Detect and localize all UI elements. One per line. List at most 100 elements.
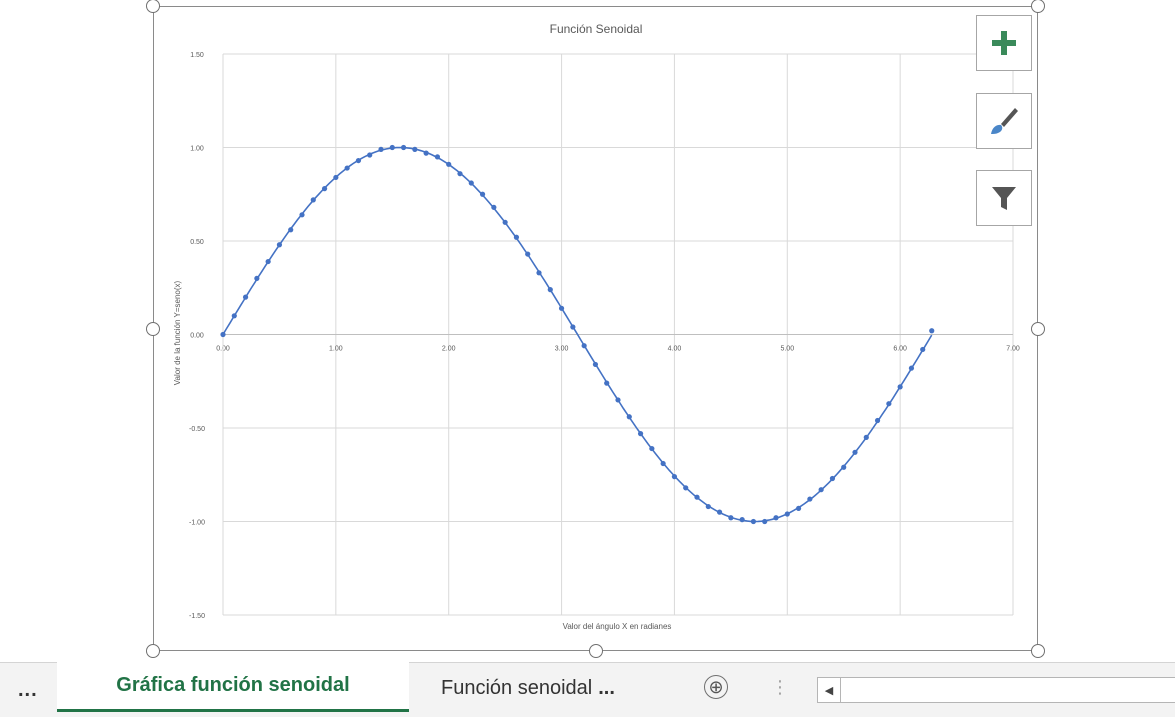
data-point [604, 380, 610, 386]
chart-plot: 1.501.000.500.00-0.50-1.00-1.500.001.002… [173, 22, 1020, 631]
y-tick-label: 1.50 [190, 52, 204, 59]
data-point [254, 275, 260, 281]
tab-grafica-funcion-senoidal[interactable]: Gráfica función senoidal [57, 662, 409, 712]
resize-handle-bottom-center[interactable] [589, 644, 603, 658]
data-point [592, 361, 599, 368]
data-point [908, 365, 915, 371]
data-point [412, 146, 418, 152]
y-tick-label: -1.50 [189, 613, 205, 620]
plus-circle-icon: ⊕ [708, 676, 724, 697]
y-tick-label: 1.00 [190, 146, 204, 153]
data-point [502, 219, 508, 225]
chart-text: Función Senoidal Valor del ángulo X en r… [173, 22, 671, 631]
data-point [231, 313, 237, 319]
data-point [626, 414, 632, 420]
data-point [558, 305, 565, 311]
x-tick-label: 1.00 [329, 346, 343, 353]
x-tick-label: 4.00 [668, 346, 682, 353]
tab-label: Función senoidal [441, 677, 593, 699]
x-tick-label: 2.00 [442, 346, 456, 353]
data-point [333, 174, 339, 181]
data-point [468, 180, 474, 186]
chart-styles-button[interactable] [976, 93, 1032, 149]
data-point [929, 328, 935, 334]
data-point [265, 258, 271, 265]
data-point [220, 331, 226, 338]
series-line [222, 146, 933, 523]
sheet-tab-bar: ... Gráfica función senoidal Función sen… [0, 662, 1175, 717]
data-point [344, 165, 350, 171]
tab-label-active: Gráfica función senoidal [116, 674, 350, 696]
resize-handle-top-right[interactable] [1031, 0, 1045, 13]
data-point [513, 234, 520, 240]
axes: 1.501.000.500.00-0.50-1.00-1.500.001.002… [189, 52, 1020, 620]
data-point [400, 144, 407, 151]
data-point [750, 518, 757, 525]
data-point [310, 197, 316, 203]
data-point [242, 294, 249, 300]
data-point [920, 346, 926, 353]
x-axis-title: Valor del ángulo X en radianes [563, 622, 672, 631]
data-point [762, 518, 768, 525]
chart-title: Función Senoidal [550, 22, 643, 36]
y-tick-label: 0.50 [190, 239, 204, 246]
data-point [479, 191, 486, 197]
data-point [581, 343, 587, 349]
data-point [897, 384, 903, 390]
resize-handle-top-left[interactable] [146, 0, 160, 13]
y-tick-label: -1.00 [189, 520, 205, 527]
data-point [829, 475, 836, 482]
tab-overflow-right[interactable]: ... [598, 677, 615, 699]
data-point [547, 287, 553, 293]
tab-funcion-senoidal[interactable]: Función senoidal... [441, 677, 615, 700]
tab-split-handle[interactable]: ⋮ [771, 677, 789, 697]
data-point [683, 485, 689, 491]
data-point [795, 505, 802, 512]
resize-handle-bottom-left[interactable] [146, 644, 160, 658]
y-tick-label: 0.00 [190, 333, 204, 340]
data-point [446, 161, 452, 167]
data-point [615, 397, 621, 403]
data-point [773, 515, 779, 521]
data-point [852, 449, 858, 455]
data-point [321, 186, 328, 192]
data-point [367, 152, 373, 158]
plus-icon [992, 31, 1016, 55]
series-plot [220, 144, 935, 525]
data-point [491, 204, 497, 210]
data-point [434, 154, 441, 160]
chart-elements-button[interactable] [976, 15, 1032, 71]
resize-handle-bottom-right[interactable] [1031, 644, 1045, 658]
new-sheet-button[interactable]: ⊕ [704, 675, 728, 699]
horizontal-scrollbar[interactable]: ◀ [817, 677, 1175, 703]
data-point [355, 157, 362, 164]
data-point [784, 511, 790, 517]
data-point [570, 324, 576, 330]
data-point [637, 431, 644, 437]
data-point [807, 496, 813, 502]
data-point [423, 150, 429, 156]
x-tick-label: 6.00 [893, 346, 907, 353]
resize-handle-middle-left[interactable] [146, 322, 160, 336]
data-point [728, 515, 734, 521]
scroll-left-arrow-icon[interactable]: ◀ [818, 678, 841, 702]
chart-filters-button[interactable] [976, 170, 1032, 226]
tab-overflow-left[interactable]: ... [18, 679, 38, 701]
funnel-icon [992, 187, 1016, 210]
data-point [818, 487, 824, 493]
worksheet-area: 1.501.000.500.00-0.50-1.00-1.500.001.002… [146, 0, 1045, 658]
resize-handle-middle-right[interactable] [1031, 322, 1045, 336]
x-tick-label: 5.00 [780, 346, 794, 353]
y-tick-label: -0.50 [189, 426, 205, 433]
data-point [536, 270, 542, 276]
data-point [660, 460, 666, 467]
data-point [276, 242, 283, 248]
y-axis-title: Valor de la función Y=seno(x) [173, 280, 182, 385]
chart-object[interactable] [153, 6, 1038, 651]
data-point [525, 251, 531, 257]
data-point [716, 509, 723, 515]
data-point [299, 212, 305, 218]
data-point [841, 464, 847, 470]
brush-icon [991, 108, 1018, 134]
data-point [288, 227, 294, 233]
